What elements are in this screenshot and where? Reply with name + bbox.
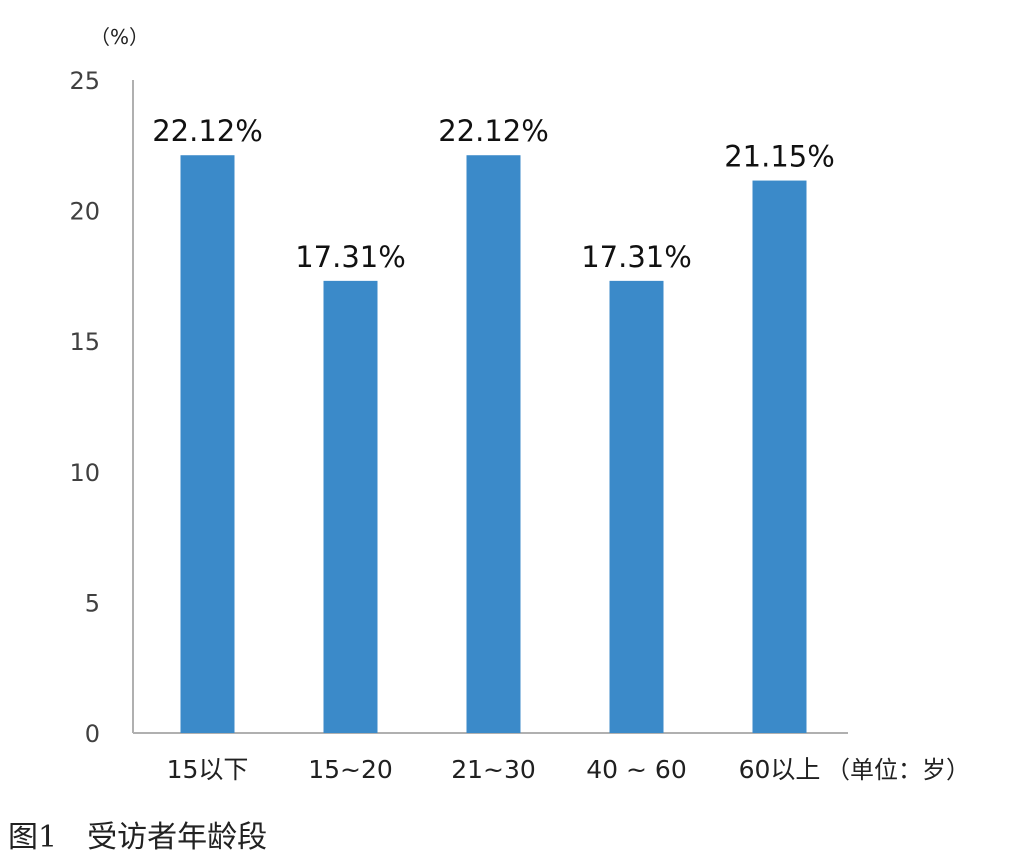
- data-label: 17.31%: [581, 240, 692, 274]
- category-label: 40 ~ 60: [586, 755, 686, 784]
- category-label: 21~30: [451, 755, 536, 784]
- bar: [466, 155, 521, 734]
- data-label: 22.12%: [152, 114, 263, 148]
- y-axis-unit: （%）: [90, 25, 149, 49]
- category-label: 15~20: [308, 755, 393, 784]
- data-label: 22.12%: [438, 114, 549, 148]
- category-label: 60以上: [739, 755, 821, 784]
- y-tick-label: 20: [69, 198, 100, 226]
- y-tick-label: 5: [85, 589, 100, 617]
- y-tick-label: 10: [69, 459, 100, 487]
- bar: [609, 280, 664, 733]
- y-tick-label: 25: [69, 67, 100, 95]
- category-label: 15以下: [167, 755, 249, 784]
- y-tick-labels: 0 5 10 15 20 25: [69, 67, 100, 748]
- data-label: 21.15%: [724, 140, 835, 174]
- data-labels: 22.12% 17.31% 22.12% 17.31% 21.15%: [152, 114, 835, 274]
- bar: [752, 180, 807, 733]
- category-labels: 15以下 15~20 21~30 40 ~ 60 60以上: [167, 755, 821, 784]
- data-label: 17.31%: [295, 240, 406, 274]
- y-tick-label: 15: [69, 328, 100, 356]
- bar: [180, 155, 235, 734]
- bars: [180, 155, 807, 734]
- bar: [323, 280, 378, 733]
- x-axis-unit: （单位：岁）: [826, 756, 970, 784]
- figure-caption: 图1 受访者年龄段: [8, 820, 268, 855]
- y-tick-label: 0: [85, 720, 100, 748]
